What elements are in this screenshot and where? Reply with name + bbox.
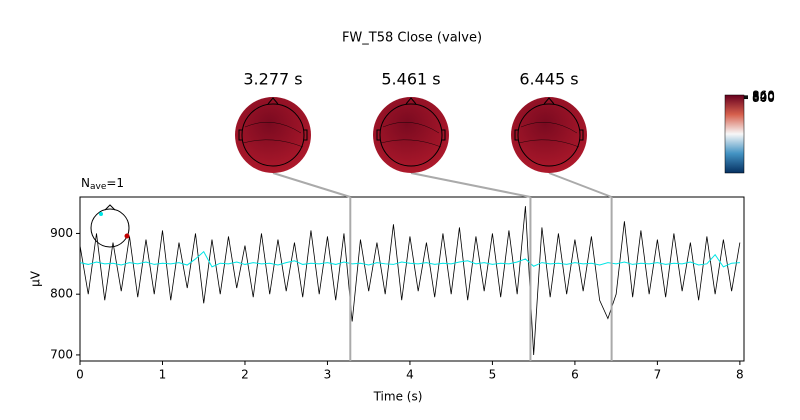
y-tick-label: 700 [50,347,73,361]
colorbar [724,94,745,174]
x-tick-label: 6 [571,368,579,382]
trace [80,206,741,355]
topomap-nose [543,97,555,105]
topomap-ears [514,129,584,141]
plot-area [80,206,741,355]
topomap-contour [242,122,304,148]
topomap-nose [405,97,417,105]
topomap-time: 3.277 s [243,70,302,89]
time-connector [272,172,351,198]
topomap-nose [267,97,279,105]
x-tick-label: 0 [76,368,84,382]
x-tick-label: 1 [159,368,167,382]
sensor-inset [90,204,130,248]
x-tick-label: 2 [241,368,249,382]
colorbar-tick-label: 840 [752,89,775,103]
topomap-contour [380,122,442,148]
x-tick-label: 3 [324,368,332,382]
topomap-contour [518,122,580,148]
y-tick-label: 800 [50,287,73,301]
nave-label: Nave=1 [81,176,124,192]
colorbar-tick-label: 800 [752,91,775,105]
topomap-ears [376,129,446,141]
topomap [235,97,311,173]
plot-frame [79,196,745,362]
topomap-ears [238,129,308,141]
time-connector [548,172,612,198]
x-tick-label: 4 [406,368,414,382]
topomap [373,97,449,173]
x-tick-label: 5 [489,368,497,382]
topomap-time: 5.461 s [381,70,440,89]
topomap-time: 6.445 s [519,70,578,89]
chart-title: FW_T58 Close (valve) [342,31,482,46]
time-connector [410,172,531,198]
x-tick-label: 7 [654,368,662,382]
topomap-head [241,103,305,167]
topomap-head [379,103,443,167]
colorbar-tick-label: 860 [752,88,775,102]
y-tick-label: 900 [50,226,73,240]
y-axis-label: µV [29,270,43,287]
topomap [511,97,587,173]
topomap-head [517,103,581,167]
colorbar-tick-label: 820 [752,90,775,104]
trace [80,250,740,268]
x-tick-label: 8 [736,368,744,382]
x-axis-label: Time (s) [373,390,423,404]
